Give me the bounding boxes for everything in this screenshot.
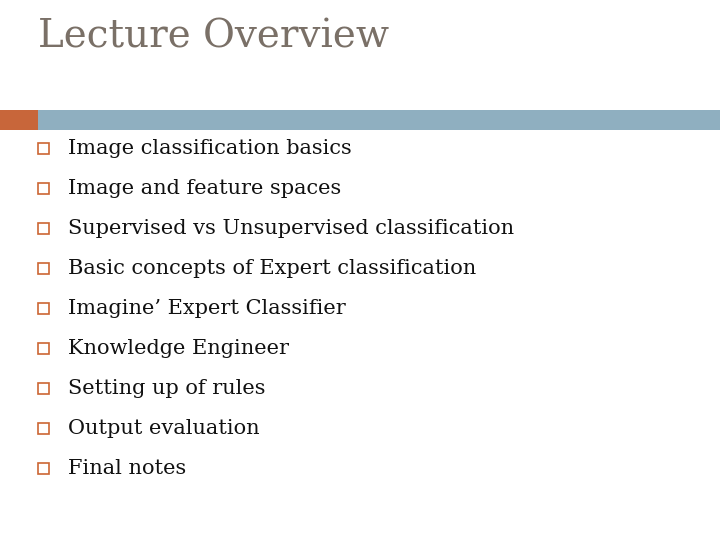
Bar [38, 262, 49, 273]
Bar [0, 110, 38, 130]
Bar [38, 143, 49, 153]
Text: Knowledge Engineer: Knowledge Engineer [68, 339, 289, 357]
Bar [38, 382, 49, 394]
Bar [38, 302, 49, 314]
Text: Setting up of rules: Setting up of rules [68, 379, 266, 397]
Bar [38, 342, 49, 354]
Text: Image and feature spaces: Image and feature spaces [68, 179, 341, 198]
Text: Final notes: Final notes [68, 458, 186, 477]
Text: Image classification basics: Image classification basics [68, 138, 352, 158]
Text: Output evaluation: Output evaluation [68, 418, 260, 437]
Bar [38, 222, 49, 233]
Text: Lecture Overview: Lecture Overview [38, 18, 389, 55]
Bar [38, 110, 720, 130]
Bar [38, 462, 49, 474]
Text: Supervised vs Unsupervised classification: Supervised vs Unsupervised classificatio… [68, 219, 514, 238]
Text: Basic concepts of Expert classification: Basic concepts of Expert classification [68, 259, 476, 278]
Bar [38, 183, 49, 193]
Bar [38, 422, 49, 434]
Text: Imagine’ Expert Classifier: Imagine’ Expert Classifier [68, 299, 346, 318]
